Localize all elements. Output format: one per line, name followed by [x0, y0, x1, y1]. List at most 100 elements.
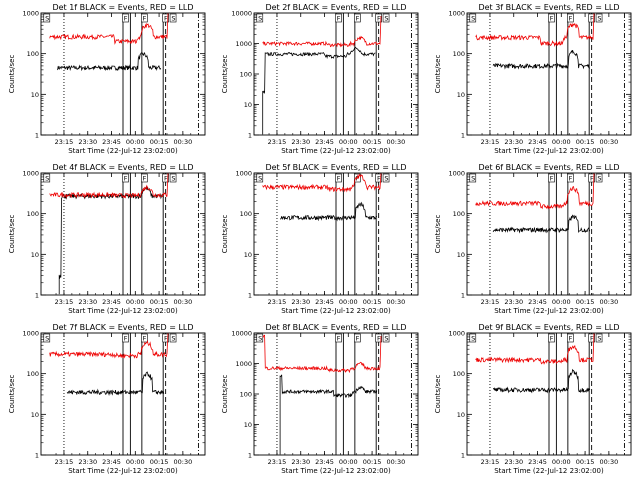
- flag-box: [588, 333, 595, 343]
- flag-label: S: [384, 335, 388, 343]
- flag-box: [141, 13, 148, 23]
- y-tick-label: 1000: [235, 170, 252, 178]
- flag-box: [382, 333, 390, 343]
- chart-title: Det 8f BLACK = Events, RED = LLD: [265, 323, 406, 332]
- plot-frame: [466, 172, 632, 296]
- plot-frame: [40, 172, 206, 296]
- y-axis-label: Counts/sec: [8, 215, 16, 254]
- flag-box: [169, 173, 177, 183]
- y-tick-label: 1: [461, 452, 465, 460]
- chart-panel-9: Det 9f BLACK = Events, RED = LLD Counts/s…: [434, 323, 632, 475]
- series-line-lld: [49, 332, 169, 359]
- flag-label: S: [258, 175, 262, 183]
- x-tick-label: 23:45: [102, 458, 121, 466]
- flag-box: [548, 173, 555, 183]
- plot-frame: [40, 12, 206, 136]
- flag-label: S: [471, 335, 475, 343]
- series-line-events: [66, 371, 165, 396]
- flag-label: F: [590, 15, 594, 23]
- series-line-events: [280, 201, 378, 222]
- y-tick-label: 1000: [235, 40, 252, 48]
- series-line-lld: [262, 172, 382, 193]
- chart-panel-6: Det 6f BLACK = Events, RED = LLD Counts/s…: [434, 163, 632, 315]
- x-tick-label: 23:45: [528, 298, 547, 306]
- flag-label: F: [337, 335, 341, 343]
- y-tick-label: 1000: [22, 10, 39, 18]
- y-axis-label: Counts/sec: [8, 55, 16, 94]
- flag-label: S: [597, 335, 601, 343]
- x-axis-label: Start Time (22-Jul-12 23:02:00): [281, 147, 391, 155]
- flag-box: [375, 173, 382, 183]
- series-line-events: [262, 46, 376, 135]
- flag-label: S: [45, 15, 49, 23]
- y-tick-label: 10: [457, 411, 465, 419]
- series-line-lld: [49, 12, 169, 45]
- flag-label: S: [597, 175, 601, 183]
- flag-box: [382, 173, 390, 183]
- flag-label: S: [471, 15, 475, 23]
- flag-label: S: [258, 15, 262, 23]
- chart-title: Det 3f BLACK = Events, RED = LLD: [478, 3, 619, 12]
- x-tick-label: 00:15: [150, 458, 169, 466]
- x-tick-label: 00:15: [363, 298, 382, 306]
- flag-label: F: [143, 335, 147, 343]
- flag-box: [567, 13, 574, 23]
- flag-label: F: [164, 335, 168, 343]
- x-tick-label: 23:15: [268, 138, 287, 146]
- x-tick-label: 23:15: [481, 298, 500, 306]
- flag-box: [382, 13, 390, 23]
- y-tick-label: 1: [248, 132, 252, 140]
- plot-frame: [466, 12, 632, 136]
- x-tick-label: 00:30: [386, 458, 405, 466]
- y-axis-label: Counts/sec: [8, 375, 16, 414]
- flag-box: [354, 13, 361, 23]
- x-axis-label: Start Time (22-Jul-12 23:02:00): [281, 307, 391, 315]
- flag-label: S: [258, 335, 262, 343]
- flag-box: [567, 333, 574, 343]
- x-axis-label: Start Time (22-Jul-12 23:02:00): [281, 467, 391, 475]
- flag-box: [43, 173, 51, 183]
- x-tick-label: 23:45: [315, 298, 334, 306]
- flag-label: F: [569, 335, 573, 343]
- x-axis-label: Start Time (22-Jul-12 23:02:00): [494, 467, 604, 475]
- x-tick-label: 23:30: [291, 458, 310, 466]
- y-tick-label: 100: [453, 370, 465, 378]
- flag-box: [595, 333, 603, 343]
- y-tick-label: 10: [457, 91, 465, 99]
- chart-title: Det 7f BLACK = Events, RED = LLD: [52, 323, 193, 332]
- x-tick-label: 00:00: [552, 298, 571, 306]
- x-tick-label: 00:00: [126, 458, 145, 466]
- flag-label: F: [590, 335, 594, 343]
- flag-box: [588, 173, 595, 183]
- x-tick-label: 23:30: [504, 298, 523, 306]
- x-tick-label: 23:15: [481, 138, 500, 146]
- flag-box: [335, 333, 342, 343]
- y-tick-label: 10: [457, 251, 465, 259]
- x-axis-label: Start Time (22-Jul-12 23:02:00): [68, 467, 178, 475]
- x-tick-label: 23:30: [78, 298, 97, 306]
- flag-box: [43, 333, 51, 343]
- y-tick-label: 10: [244, 251, 252, 259]
- y-tick-label: 100: [240, 71, 252, 79]
- flag-label: F: [569, 175, 573, 183]
- y-tick-label: 1: [35, 452, 39, 460]
- flag-box: [256, 173, 264, 183]
- x-tick-label: 00:00: [339, 298, 358, 306]
- flag-box: [595, 13, 603, 23]
- x-tick-label: 23:45: [315, 138, 334, 146]
- x-axis-label: Start Time (22-Jul-12 23:02:00): [68, 307, 178, 315]
- x-tick-label: 00:30: [599, 298, 618, 306]
- flag-box: [469, 333, 477, 343]
- y-tick-label: 100: [240, 391, 252, 399]
- y-tick-label: 1000: [448, 330, 465, 338]
- chart-title: Det 2f BLACK = Events, RED = LLD: [265, 3, 406, 12]
- y-tick-label: 1: [35, 132, 39, 140]
- flag-label: F: [377, 335, 381, 343]
- y-tick-label: 1000: [448, 170, 465, 178]
- x-tick-label: 00:30: [386, 298, 405, 306]
- flag-label: S: [171, 335, 175, 343]
- chart-panel-1: Det 1f BLACK = Events, RED = LLD Counts/s…: [8, 3, 206, 155]
- x-tick-label: 00:30: [173, 458, 192, 466]
- y-tick-label: 1: [461, 132, 465, 140]
- flag-label: S: [597, 15, 601, 23]
